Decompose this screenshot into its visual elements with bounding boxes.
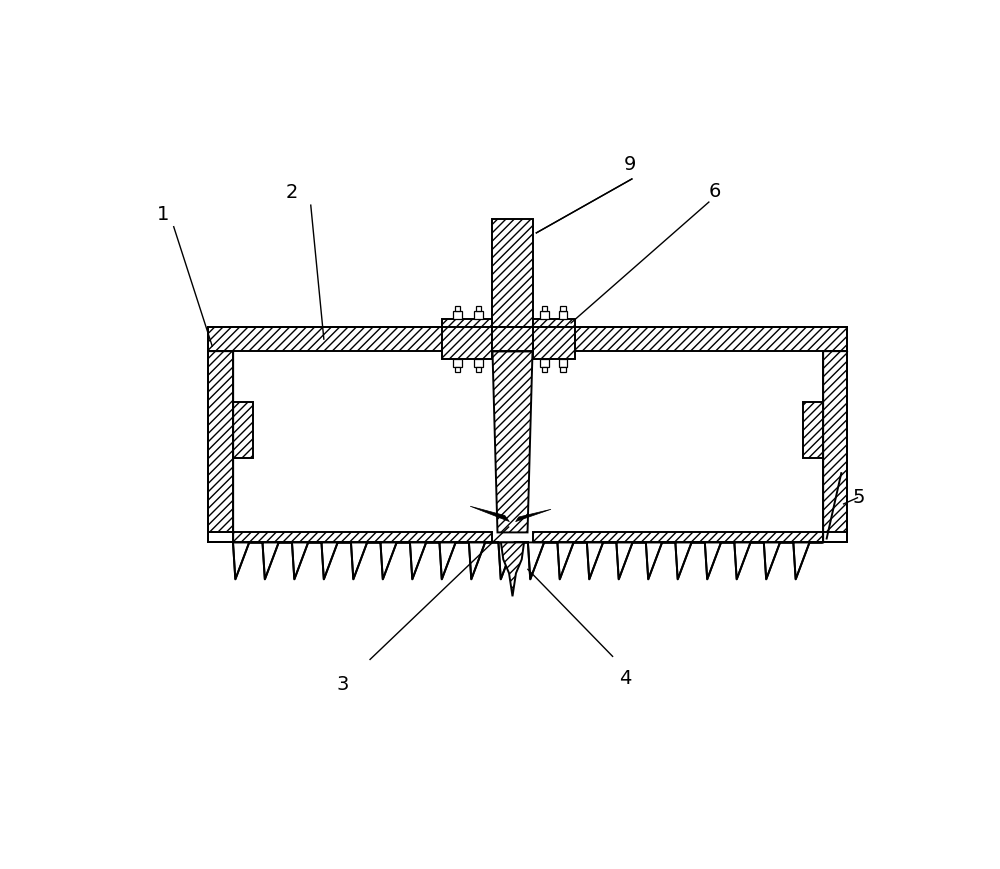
Polygon shape xyxy=(208,327,847,351)
Polygon shape xyxy=(476,306,481,311)
Polygon shape xyxy=(208,351,233,542)
Text: 3: 3 xyxy=(337,675,349,693)
Text: 9: 9 xyxy=(624,156,637,175)
Polygon shape xyxy=(542,367,547,372)
Polygon shape xyxy=(533,533,823,542)
Polygon shape xyxy=(559,359,567,367)
Polygon shape xyxy=(453,359,462,367)
Text: 4: 4 xyxy=(619,669,631,688)
Polygon shape xyxy=(492,351,533,533)
Polygon shape xyxy=(208,533,233,542)
Polygon shape xyxy=(476,367,481,372)
Polygon shape xyxy=(474,359,483,367)
Polygon shape xyxy=(516,509,551,521)
Polygon shape xyxy=(542,306,547,311)
Polygon shape xyxy=(470,507,509,521)
Polygon shape xyxy=(533,319,575,359)
Polygon shape xyxy=(803,402,823,458)
Polygon shape xyxy=(559,311,567,319)
Polygon shape xyxy=(560,367,566,372)
Polygon shape xyxy=(823,351,847,542)
Polygon shape xyxy=(442,319,492,359)
Text: 2: 2 xyxy=(285,183,298,202)
Polygon shape xyxy=(823,533,847,542)
Text: 1: 1 xyxy=(157,204,169,223)
Polygon shape xyxy=(560,306,566,311)
Text: 5: 5 xyxy=(853,488,865,507)
Polygon shape xyxy=(492,219,533,327)
Polygon shape xyxy=(233,533,492,542)
Polygon shape xyxy=(501,542,524,596)
Polygon shape xyxy=(540,311,549,319)
Polygon shape xyxy=(540,359,549,367)
Polygon shape xyxy=(455,367,460,372)
Polygon shape xyxy=(474,311,483,319)
Text: 6: 6 xyxy=(709,182,721,202)
Polygon shape xyxy=(455,306,460,311)
Polygon shape xyxy=(233,402,253,458)
Polygon shape xyxy=(492,327,533,351)
Polygon shape xyxy=(233,542,823,580)
Polygon shape xyxy=(453,311,462,319)
